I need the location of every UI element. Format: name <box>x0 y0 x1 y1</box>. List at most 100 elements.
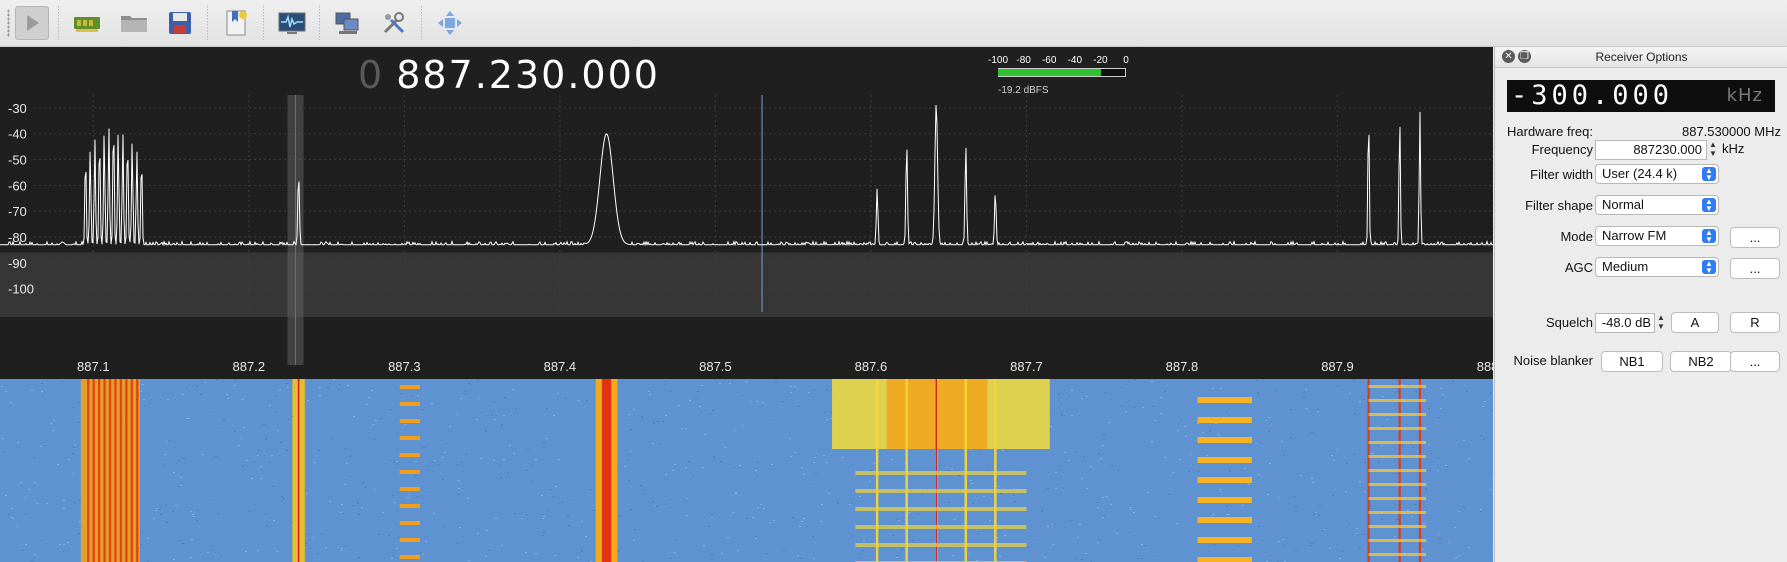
bookmarks-button[interactable] <box>219 6 253 40</box>
waterfall-canvas[interactable] <box>0 379 1493 562</box>
frequency-input[interactable]: 887230.000 <box>1595 140 1707 160</box>
close-icon[interactable]: ✕ <box>1502 50 1515 63</box>
frequency-stepper[interactable]: ▲ ▼ <box>1709 140 1717 158</box>
waterfall-noise <box>1256 380 1258 381</box>
waterfall-noise <box>543 516 545 517</box>
waterfall-noise <box>2 438 4 439</box>
waterfall-noise <box>460 398 462 399</box>
fft-settings-button[interactable] <box>275 6 309 40</box>
waterfall-noise <box>823 455 825 456</box>
agc-options-button[interactable]: ... <box>1730 258 1780 279</box>
waterfall-noise <box>670 391 672 392</box>
waterfall-noise <box>653 423 655 424</box>
waterfall-noise <box>628 480 630 481</box>
x-tick-label: 887.3 <box>388 359 421 374</box>
hardware-freq-value: 887.530000 MHz <box>1681 124 1781 139</box>
spectrum-plot[interactable]: -30 -40 -50 -60 -70 -80 -90 -100 887.1 887.2 887.3… <box>0 47 1493 379</box>
waterfall-noise <box>240 438 242 439</box>
waterfall-burst <box>855 507 1027 511</box>
panel-titlebar: ✕ ❐ Receiver Options <box>1495 47 1787 68</box>
waterfall-noise <box>1311 478 1313 479</box>
waterfall-noise <box>288 419 290 420</box>
spectrum-canvas[interactable]: -30 -40 -50 -60 -70 -80 -90 -100 887.1 887.2 887.3… <box>0 47 1493 379</box>
fft-settings-icon <box>278 12 306 34</box>
waterfall-burst <box>1368 385 1427 388</box>
save-button[interactable] <box>163 6 197 40</box>
float-icon[interactable]: ❐ <box>1518 50 1531 63</box>
waterfall-noise <box>44 445 46 446</box>
waterfall-noise <box>803 474 805 475</box>
nb2-button[interactable]: NB2 <box>1670 351 1732 372</box>
nb1-button[interactable]: NB1 <box>1601 351 1663 372</box>
waterfall-noise <box>1484 401 1486 402</box>
squelch-input[interactable]: -48.0 dB <box>1595 313 1655 333</box>
waterfall-noise <box>42 396 44 397</box>
waterfall-noise <box>970 450 972 451</box>
waterfall-noise <box>1262 540 1264 541</box>
meter-tick-label: -80 <box>1016 55 1031 66</box>
remote-control-button[interactable] <box>331 6 365 40</box>
filter-shape-select[interactable]: Normal ▲ ▼ <box>1595 195 1719 215</box>
waterfall[interactable] <box>0 379 1493 562</box>
frequency-display[interactable]: 0 887.230.000 <box>358 53 660 97</box>
waterfall-signal-line <box>103 379 106 562</box>
waterfall-noise <box>1490 392 1492 393</box>
tools-button[interactable] <box>377 6 411 40</box>
waterfall-noise <box>989 520 991 521</box>
waterfall-noise <box>78 533 80 534</box>
waterfall-noise <box>275 411 277 412</box>
waterfall-noise <box>186 388 188 389</box>
squelch-auto-button[interactable]: A <box>1671 312 1719 333</box>
waterfall-noise <box>182 543 184 544</box>
waterfall-noise <box>742 395 744 396</box>
squelch-reset-button[interactable]: R <box>1730 312 1780 333</box>
play-button[interactable] <box>15 6 49 40</box>
waterfall-noise <box>197 510 199 511</box>
waterfall-noise <box>72 407 74 408</box>
waterfall-noise <box>803 518 805 519</box>
waterfall-noise <box>458 480 460 481</box>
mode-select[interactable]: Narrow FM ▲ ▼ <box>1595 226 1719 246</box>
waterfall-signal-line <box>125 379 128 562</box>
waterfall-noise <box>757 507 759 508</box>
filter-width-select[interactable]: User (24.4 k) ▲ ▼ <box>1595 164 1719 184</box>
waterfall-noise <box>891 459 893 460</box>
waterfall-noise <box>215 456 217 457</box>
waterfall-noise <box>358 557 360 558</box>
offset-frequency-display[interactable]: -300.000 kHz <box>1507 80 1775 112</box>
waterfall-noise <box>391 558 393 559</box>
waterfall-noise <box>344 448 346 449</box>
open-file-button[interactable] <box>117 6 151 40</box>
waterfall-noise <box>220 556 222 557</box>
waterfall-noise <box>1411 516 1413 517</box>
x-tick-label: 887.6 <box>855 359 888 374</box>
waterfall-noise <box>809 484 811 485</box>
waterfall-noise <box>407 498 409 499</box>
mode-options-button[interactable]: ... <box>1730 227 1780 248</box>
waterfall-noise <box>1168 494 1170 495</box>
waterfall-noise <box>1255 443 1257 444</box>
waterfall-noise <box>216 379 218 380</box>
squelch-stepper[interactable]: ▲ ▼ <box>1657 313 1665 331</box>
waterfall-noise <box>173 472 175 473</box>
waterfall-noise <box>178 460 180 461</box>
waterfall-noise <box>263 424 265 425</box>
waterfall-noise <box>286 450 288 451</box>
waterfall-noise <box>1258 526 1260 527</box>
waterfall-noise <box>578 400 580 401</box>
toolbar-grip[interactable] <box>7 9 10 37</box>
fullscreen-button[interactable] <box>433 6 467 40</box>
waterfall-noise <box>257 455 259 456</box>
waterfall-noise <box>53 420 55 421</box>
waterfall-noise <box>585 536 587 537</box>
nb-options-button[interactable]: ... <box>1730 351 1780 372</box>
waterfall-noise <box>1295 550 1297 551</box>
input-device-button[interactable] <box>70 6 104 40</box>
waterfall-noise <box>590 489 592 490</box>
agc-select[interactable]: Medium ▲ ▼ <box>1595 257 1719 277</box>
offset-value: -300.000 <box>1511 80 1674 111</box>
waterfall-noise <box>1220 491 1222 492</box>
waterfall-noise <box>531 481 533 482</box>
waterfall-noise <box>204 382 206 383</box>
waterfall-noise <box>1198 471 1200 472</box>
